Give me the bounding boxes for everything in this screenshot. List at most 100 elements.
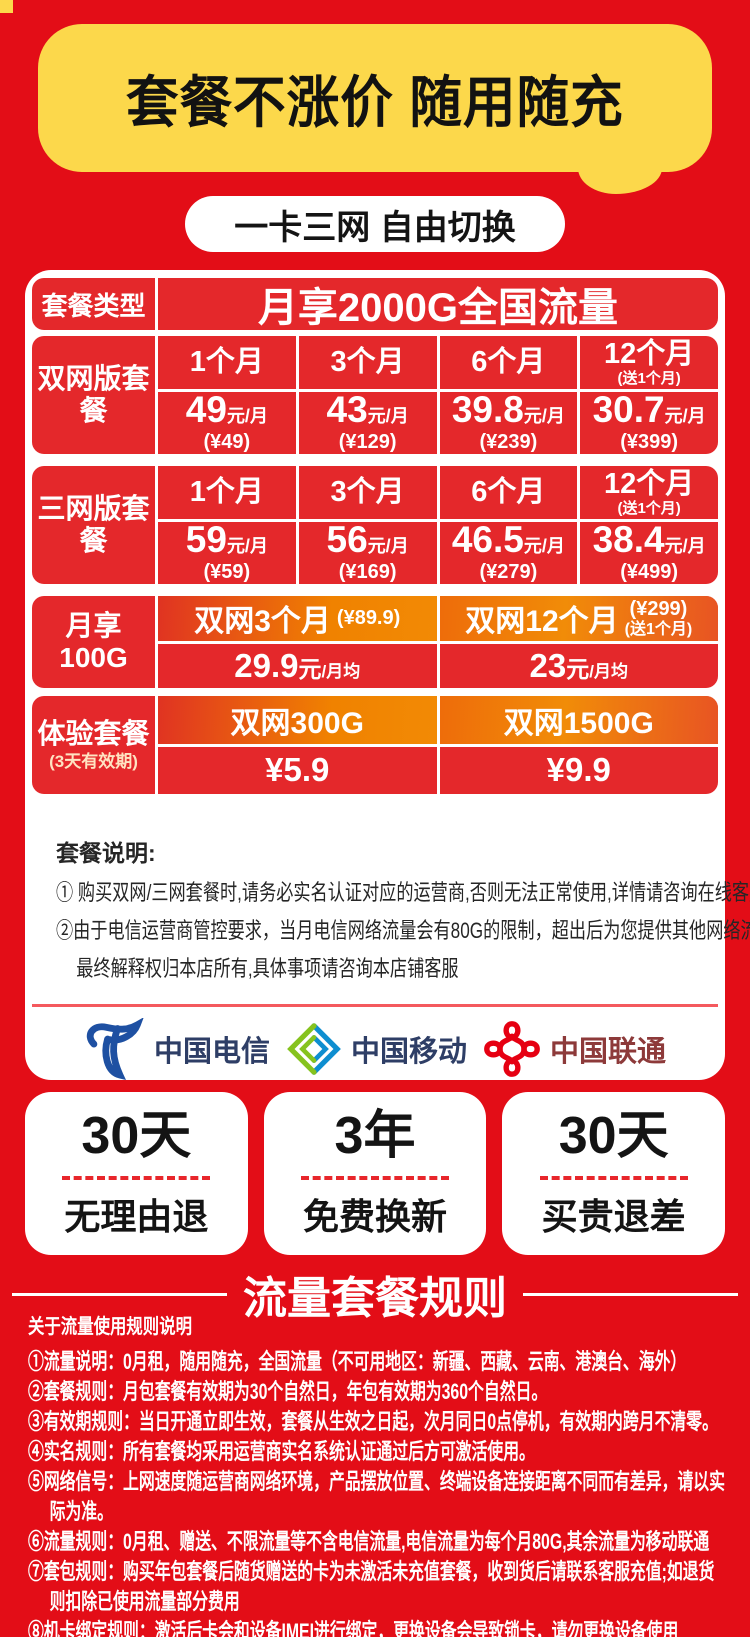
plan-notes-title: 套餐说明: bbox=[56, 840, 156, 866]
price-per-month: 38.4 bbox=[592, 519, 665, 560]
china-unicom-icon bbox=[482, 1019, 542, 1079]
avg-price: 23 bbox=[529, 646, 567, 684]
trial-price: ¥9.9 bbox=[546, 751, 611, 789]
price-row: 49 元/月 (¥49) 43 元/月 (¥129) 39.8 元/月 (¥239) … bbox=[158, 389, 718, 454]
plan-group-triple-label: 三网版套餐 bbox=[32, 466, 158, 584]
carrier-logos-row: 中国电信 中国移动 bbox=[32, 1007, 718, 1091]
plan-group-dual: 双网版套餐 1个月 3个月 6个月 12个月 (送1个月) 49 元/月 (¥49… bbox=[32, 336, 718, 454]
carrier-mobile: 中国移动 bbox=[285, 1020, 467, 1078]
dashed-divider bbox=[539, 1176, 688, 1180]
price-per-month: 56 bbox=[326, 519, 368, 560]
rule-item: ③有效期规则：当日开通立即生效，套餐从生效之日起，次月同日0点停机，有效期内跨月… bbox=[28, 1409, 718, 1434]
rule-item: ⑤网络信号：上网速度随运营商网络环境，产品摆放位置、终端设备连接距离不同而有差异… bbox=[28, 1469, 725, 1524]
price-per-month: 49 bbox=[185, 389, 227, 430]
rule-item: ⑥流量规则：0月租、赠送、不限流量等不含电信流量,电信流量为每个月80G,其余流… bbox=[28, 1529, 710, 1554]
plan-note: ① 购买双网/三网套餐时,请务必实名认证对应的运营商,否则无法正常使用,详情请咨… bbox=[56, 880, 750, 905]
rule-item: ⑧机卡绑定规则：激活后卡会和设备IMEI进行绑定，更换设备会导致锁卡，请勿更换设… bbox=[28, 1619, 679, 1637]
plan-note: ②由于电信运营商管控要求，当月电信网络流量会有80G的限制，超出后为您提供其他网… bbox=[56, 918, 750, 943]
option-price-note: (¥89.9) bbox=[336, 606, 401, 629]
guarantee-value: 3年 bbox=[334, 1107, 416, 1165]
trial-validity-note: (3天有效期) bbox=[49, 752, 138, 771]
guarantee-label: 买贵退差 bbox=[541, 1196, 686, 1237]
guarantee-card-return: 30天 无理由退 bbox=[25, 1092, 248, 1255]
hero-banner: 套餐不涨价 随用随充 bbox=[38, 24, 712, 172]
table-header-type: 套餐类型 bbox=[32, 278, 158, 330]
rule-item: ⑦套包规则：购买年包套餐后随货赠送的卡为未激活未充值套餐，收到货后请联系客服充值… bbox=[28, 1559, 715, 1614]
price-total: (¥399) bbox=[620, 431, 679, 453]
trial-price: ¥5.9 bbox=[265, 751, 330, 789]
table-header-main: 月享2000G全国流量 bbox=[257, 286, 619, 330]
plan-group-trial: 体验套餐 (3天有效期) 双网300G 双网1500G ¥5.9 ¥9.9 bbox=[32, 696, 718, 794]
period-label: 1个月 bbox=[189, 346, 264, 378]
avg-price: 29.9 bbox=[234, 646, 299, 684]
price-row: 59 元/月 (¥59) 56 元/月 (¥169) 46.5 元/月 (¥279) … bbox=[158, 519, 718, 584]
table-header-row: 套餐类型 月享2000G全国流量 bbox=[32, 278, 718, 330]
price-total: (¥169) bbox=[338, 561, 397, 583]
price-per-month: 59 bbox=[185, 519, 227, 560]
guarantee-label: 免费换新 bbox=[303, 1196, 448, 1237]
period-label: 12个月 bbox=[603, 337, 695, 370]
price-total: (¥49) bbox=[203, 431, 251, 453]
price-per-month: 39.8 bbox=[451, 389, 524, 430]
guarantee-card-price-diff: 30天 买贵退差 bbox=[502, 1092, 726, 1255]
period-bonus-note: (送1个月) bbox=[617, 369, 681, 387]
period-label: 3个月 bbox=[330, 476, 405, 508]
carrier-unicom: 中国联通 bbox=[482, 1019, 666, 1079]
period-bonus-note: (送1个月) bbox=[617, 499, 681, 517]
period-label: 6个月 bbox=[471, 346, 546, 378]
carrier-telecom-name: 中国电信 bbox=[154, 1036, 271, 1068]
plan-note-continued: 最终解释权归本店所有,具体事项请咨询本店铺客服 bbox=[76, 956, 459, 981]
rules-title-row: 流量套餐规则 bbox=[12, 1262, 738, 1326]
price-total: (¥239) bbox=[479, 431, 538, 453]
option-row: 双网300G 双网1500G bbox=[158, 696, 718, 747]
price-total: (¥129) bbox=[338, 431, 397, 453]
carrier-unicom-name: 中国联通 bbox=[549, 1036, 666, 1068]
rules-intro: 关于流量使用规则说明 bbox=[28, 1316, 192, 1338]
period-label: 6个月 bbox=[471, 476, 546, 508]
option-row: 双网3个月 (¥89.9) 双网12个月 (¥299) (送1个月) bbox=[158, 596, 718, 644]
rule-item: ②套餐规则：月包套餐有效期为30个自然日，年包有效期为360个自然日。 bbox=[28, 1379, 548, 1404]
rules-list: 关于流量使用规则说明 ①流量说明：0月租，随用随充，全国流量（不可用地区：新疆、… bbox=[28, 1310, 738, 1637]
guarantee-value: 30天 bbox=[81, 1107, 192, 1165]
dashed-divider bbox=[62, 1176, 211, 1180]
trial-price-row: ¥5.9 ¥9.9 bbox=[158, 746, 718, 794]
china-mobile-icon bbox=[285, 1020, 343, 1078]
guarantee-card-replace: 3年 免费换新 bbox=[263, 1092, 487, 1255]
price-total: (¥499) bbox=[620, 561, 679, 583]
option-price-note: (¥299) bbox=[629, 598, 688, 621]
rule-item: ④实名规则：所有套餐均采用运营商实名系统认证通过后方可激活使用。 bbox=[28, 1439, 535, 1464]
hero-banner-tail bbox=[578, 168, 662, 194]
period-label: 3个月 bbox=[330, 346, 405, 378]
pricing-panel: 套餐类型 月享2000G全国流量 双网版套餐 1个月 3个月 6个月 12个月 … bbox=[25, 270, 750, 1080]
plan-group-trial-label: 体验套餐 (3天有效期) bbox=[32, 696, 158, 794]
period-row: 1个月 3个月 6个月 12个月 (送1个月) bbox=[158, 466, 718, 522]
avg-price-row: 29.9 元/月均 23 元/月均 bbox=[158, 643, 718, 688]
option-cell: 双网1500G bbox=[436, 696, 718, 744]
price-total: (¥59) bbox=[203, 561, 251, 583]
option-bonus-note: (送1个月) bbox=[624, 621, 693, 639]
price-per-month: 46.5 bbox=[451, 519, 524, 560]
plan-notes: 套餐说明: ① 购买双网/三网套餐时,请务必实名认证对应的运营商,否则无法正常使… bbox=[56, 834, 750, 982]
hero-subtitle: 一卡三网 自由切换 bbox=[234, 208, 516, 247]
price-per-month: 43 bbox=[326, 389, 368, 430]
carrier-mobile-name: 中国移动 bbox=[350, 1036, 467, 1068]
china-telecom-icon bbox=[84, 1018, 146, 1080]
rules-title: 流量套餐规则 bbox=[243, 1274, 507, 1323]
title-line-right bbox=[523, 1292, 738, 1296]
option-cell: 双网12个月 (¥299) (送1个月) bbox=[436, 596, 718, 641]
period-row: 1个月 3个月 6个月 12个月 (送1个月) bbox=[158, 336, 718, 392]
price-per-month: 30.7 bbox=[592, 389, 665, 430]
dashed-divider bbox=[301, 1176, 449, 1180]
plan-group-triple: 三网版套餐 1个月 3个月 6个月 12个月 (送1个月) 59 元/月 (¥59… bbox=[32, 466, 718, 584]
corner-accent bbox=[0, 0, 13, 13]
plan-group-100g-label: 月享100G bbox=[32, 596, 158, 688]
period-label: 12个月 bbox=[603, 467, 695, 500]
option-cell: 双网300G bbox=[158, 696, 437, 744]
hero-subtitle-pill: 一卡三网 自由切换 bbox=[185, 196, 565, 252]
guarantee-cards: 30天 无理由退 3年 免费换新 30天 买贵退差 bbox=[25, 1092, 726, 1255]
section-divider bbox=[32, 1004, 718, 1007]
guarantee-label: 无理由退 bbox=[64, 1196, 209, 1237]
plan-group-dual-label: 双网版套餐 bbox=[32, 336, 158, 454]
plan-group-100g: 月享100G 双网3个月 (¥89.9) 双网12个月 (¥299) (送1个月… bbox=[32, 596, 718, 688]
